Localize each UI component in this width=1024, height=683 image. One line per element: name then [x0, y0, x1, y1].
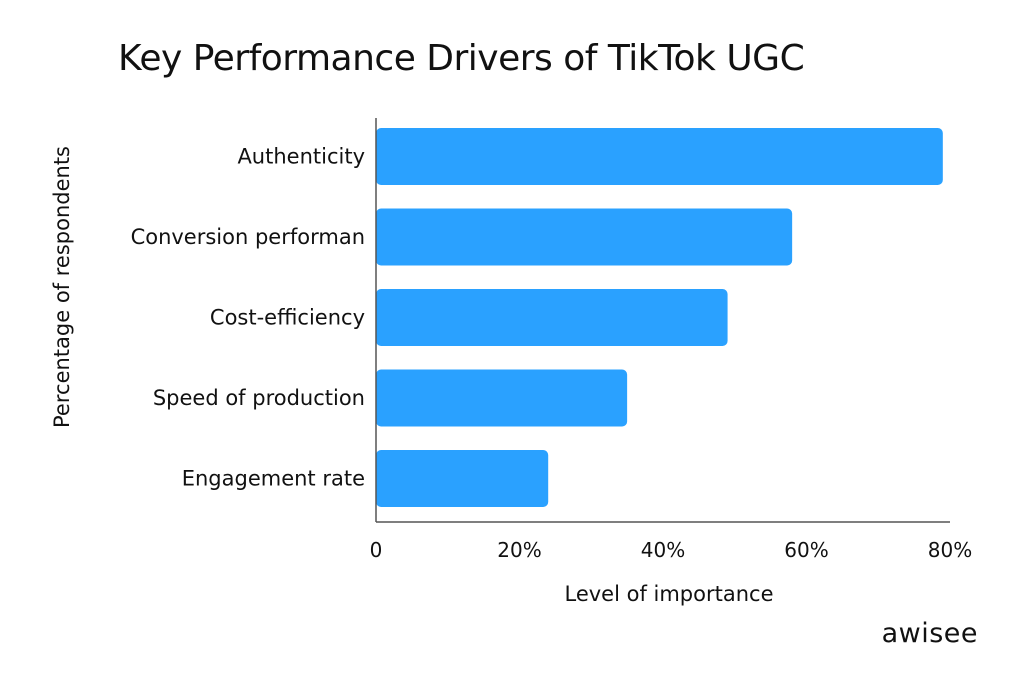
- bar: [376, 128, 943, 185]
- x-tick-label: 20%: [497, 538, 541, 562]
- category-label: Engagement rate: [182, 467, 365, 491]
- brand-logo-text: awisee: [881, 618, 978, 649]
- y-axis-title: Percentage of respondents: [50, 146, 74, 428]
- bar: [376, 208, 793, 266]
- x-tick-labels-group: 0 20% 40% 60% 80%: [370, 538, 973, 562]
- bars-group: [376, 128, 943, 507]
- category-label: Authenticity: [237, 145, 365, 169]
- bar: [376, 289, 728, 346]
- category-label: Conversion performan: [131, 225, 365, 249]
- category-label: Cost-efficiency: [210, 306, 365, 330]
- x-tick-label: 80%: [928, 538, 972, 562]
- chart-title: Key Performance Drivers of TikTok UGC: [118, 38, 805, 79]
- x-axis-title: Level of importance: [564, 582, 773, 606]
- x-tick-label: 60%: [784, 538, 828, 562]
- x-tick-label: 0: [370, 538, 383, 562]
- bar: [376, 450, 549, 507]
- bar: [376, 369, 628, 427]
- x-tick-label: 40%: [641, 538, 685, 562]
- category-labels-group: Authenticity Conversion performan Cost-eff…: [131, 145, 365, 491]
- category-label: Speed of production: [153, 386, 365, 410]
